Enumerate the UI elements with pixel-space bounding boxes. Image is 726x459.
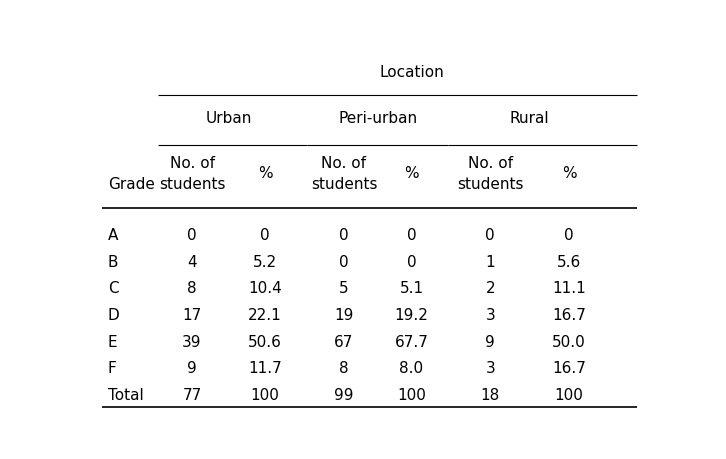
Text: 0: 0 (564, 228, 574, 243)
Text: 9: 9 (486, 334, 495, 349)
Text: 22.1: 22.1 (248, 308, 282, 322)
Text: No. of: No. of (322, 156, 367, 170)
Text: No. of: No. of (468, 156, 513, 170)
Text: 100: 100 (397, 387, 426, 402)
Text: 8: 8 (187, 281, 197, 296)
Text: 16.7: 16.7 (552, 308, 586, 322)
Text: 11.7: 11.7 (248, 360, 282, 375)
Text: 1: 1 (486, 254, 495, 269)
Text: 0: 0 (187, 228, 197, 243)
Text: 0: 0 (407, 254, 416, 269)
Text: 0: 0 (486, 228, 495, 243)
Text: 5: 5 (339, 281, 348, 296)
Text: 3: 3 (486, 360, 495, 375)
Text: 0: 0 (339, 254, 348, 269)
Text: 19: 19 (334, 308, 354, 322)
Text: 5.2: 5.2 (253, 254, 277, 269)
Text: 5.6: 5.6 (557, 254, 581, 269)
Text: 67: 67 (334, 334, 354, 349)
Text: 19.2: 19.2 (394, 308, 428, 322)
Text: %: % (404, 166, 419, 181)
Text: 0: 0 (407, 228, 416, 243)
Text: F: F (107, 360, 116, 375)
Text: 67.7: 67.7 (394, 334, 428, 349)
Text: students: students (311, 177, 378, 191)
Text: 16.7: 16.7 (552, 360, 586, 375)
Text: Rural: Rural (510, 111, 550, 126)
Text: students: students (457, 177, 523, 191)
Text: 9: 9 (187, 360, 197, 375)
Text: B: B (107, 254, 118, 269)
Text: 99: 99 (334, 387, 354, 402)
Text: 77: 77 (182, 387, 202, 402)
Text: 8: 8 (339, 360, 348, 375)
Text: %: % (562, 166, 576, 181)
Text: Peri-urban: Peri-urban (338, 111, 417, 126)
Text: 17: 17 (182, 308, 202, 322)
Text: 100: 100 (250, 387, 280, 402)
Text: 10.4: 10.4 (248, 281, 282, 296)
Text: C: C (107, 281, 118, 296)
Text: students: students (159, 177, 225, 191)
Text: Total: Total (107, 387, 143, 402)
Text: D: D (107, 308, 119, 322)
Text: 3: 3 (486, 308, 495, 322)
Text: No. of: No. of (170, 156, 214, 170)
Text: A: A (107, 228, 118, 243)
Text: 18: 18 (481, 387, 500, 402)
Text: 100: 100 (555, 387, 584, 402)
Text: 11.1: 11.1 (552, 281, 586, 296)
Text: 0: 0 (339, 228, 348, 243)
Text: 39: 39 (182, 334, 202, 349)
Text: Urban: Urban (205, 111, 252, 126)
Text: 8.0: 8.0 (399, 360, 423, 375)
Text: 2: 2 (486, 281, 495, 296)
Text: 50.0: 50.0 (552, 334, 586, 349)
Text: 50.6: 50.6 (248, 334, 282, 349)
Text: 4: 4 (187, 254, 197, 269)
Text: 5.1: 5.1 (399, 281, 423, 296)
Text: Grade: Grade (107, 177, 155, 191)
Text: 0: 0 (261, 228, 270, 243)
Text: Location: Location (379, 65, 444, 80)
Text: %: % (258, 166, 272, 181)
Text: E: E (107, 334, 118, 349)
